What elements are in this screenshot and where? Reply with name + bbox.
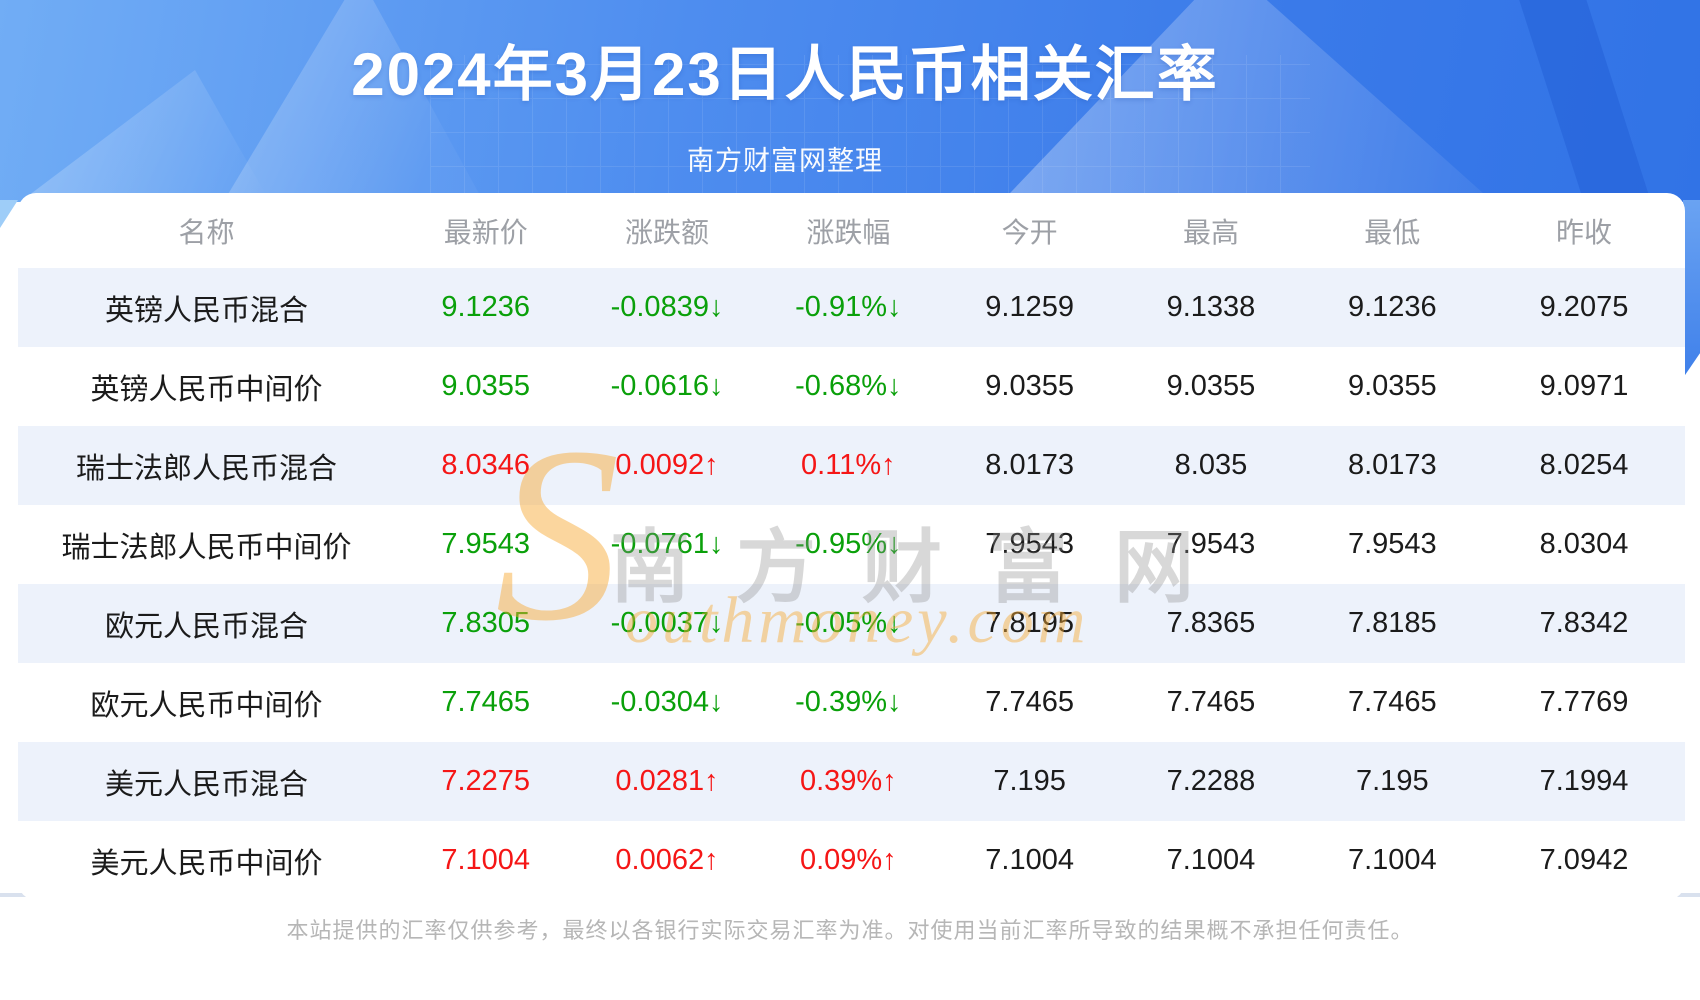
- cell-name: 美元人民币混合: [105, 768, 309, 801]
- cell-change: -0.0616↓: [610, 370, 724, 402]
- cell-change: -0.0839↓: [610, 291, 724, 323]
- cell-high: 7.7465: [1166, 686, 1256, 718]
- column-header-7: 最低: [1364, 216, 1421, 248]
- cell-change: -0.0761↓: [610, 528, 724, 560]
- cell-pct: 0.11%↑: [801, 449, 896, 481]
- cell-name: 瑞士法郎人民币中间价: [61, 531, 352, 564]
- cell-pct: -0.39%↓: [795, 686, 902, 718]
- cell-latest: 9.0355: [441, 370, 531, 402]
- cell-latest: 7.1004: [441, 844, 531, 876]
- cell-latest: 7.2275: [441, 765, 531, 797]
- cell-open: 7.1004: [985, 844, 1074, 876]
- cell-low: 7.7465: [1347, 686, 1437, 718]
- cell-name: 瑞士法郎人民币混合: [76, 452, 338, 485]
- table-header: 名称 最新价 涨跌额 涨跌幅 今开 最高 最低 昨收: [18, 193, 1685, 268]
- cell-prev: 7.0942: [1539, 844, 1629, 876]
- table-row: 欧元人民币中间价 7.7465 -0.0304↓ -0.39%↓ 7.7465 7.746…: [18, 663, 1685, 742]
- cell-pct: -0.91%↓: [795, 291, 902, 323]
- column-header-2: 最新价: [443, 216, 528, 248]
- cell-low: 7.8185: [1347, 607, 1437, 639]
- cell-open: 9.0355: [985, 370, 1074, 402]
- cell-prev: 9.0971: [1539, 370, 1629, 402]
- banner-background: [0, 0, 1700, 202]
- banner-right-extension: [1683, 200, 1700, 378]
- column-header-3: 涨跌额: [625, 216, 710, 248]
- cell-open: 8.0173: [985, 449, 1074, 481]
- cell-prev: 7.8342: [1539, 607, 1629, 639]
- page-subtitle: 南方财富网整理: [687, 146, 883, 176]
- cell-low: 7.195: [1356, 765, 1429, 797]
- banner-text: 2024年3月23日人民币相关汇率 南方财富网整理: [0, 0, 1570, 178]
- cell-open: 9.1259: [985, 291, 1074, 323]
- cell-low: 8.0173: [1347, 449, 1437, 481]
- table-body: 英镑人民币混合 9.1236 -0.0839↓ -0.91%↓ 9.1259 9.1338…: [18, 268, 1685, 900]
- cell-change: 0.0092↑: [615, 449, 719, 481]
- grid-pattern: [430, 55, 1310, 201]
- page-title: 2024年3月23日人民币相关汇率: [351, 41, 1219, 108]
- table-row: 欧元人民币混合 7.8305 -0.0037↓ -0.05%↓ 7.8195 7.8365…: [18, 584, 1685, 663]
- cell-pct: 0.39%↑: [799, 765, 897, 797]
- cell-high: 8.035: [1174, 449, 1248, 481]
- cell-open: 7.9543: [985, 528, 1074, 560]
- cell-name: 欧元人民币混合: [105, 610, 309, 643]
- banner-left-extension: [0, 200, 18, 228]
- cell-change: -0.0304↓: [610, 686, 724, 718]
- cell-pct: -0.95%↓: [795, 528, 902, 560]
- disclaimer-text: 本站提供的汇率仅供参考，最终以各银行实际交易汇率为准。对使用当前汇率所导致的结果…: [286, 918, 1414, 943]
- cell-prev: 7.7769: [1539, 686, 1629, 718]
- cell-pct: -0.05%↓: [795, 607, 902, 639]
- cell-change: 0.0062↑: [615, 844, 719, 876]
- cell-low: 7.1004: [1347, 844, 1437, 876]
- cell-latest: 7.9543: [441, 528, 531, 560]
- cell-prev: 8.0254: [1539, 449, 1629, 481]
- column-header-1: 名称: [178, 216, 235, 248]
- cell-open: 7.7465: [985, 686, 1074, 718]
- table-row: 瑞士法郎人民币中间价 7.9543 -0.0761↓ -0.95%↓ 7.9543 7.9…: [18, 505, 1685, 584]
- cell-low: 9.1236: [1347, 291, 1437, 323]
- cell-high: 9.1338: [1166, 291, 1256, 323]
- cell-low: 9.0355: [1347, 370, 1437, 402]
- cell-prev: 7.1994: [1539, 765, 1629, 797]
- cell-high: 7.8365: [1166, 607, 1256, 639]
- column-header-4: 涨跌幅: [806, 216, 891, 248]
- cell-pct: 0.09%↑: [799, 844, 897, 876]
- table-header-row: 名称 最新价 涨跌额 涨跌幅 今开 最高 最低 昨收: [18, 193, 1685, 268]
- cell-change: -0.0037↓: [610, 607, 724, 639]
- cell-prev: 8.0304: [1539, 528, 1629, 560]
- cell-latest: 7.7465: [441, 686, 531, 718]
- cell-latest: 9.1236: [441, 291, 531, 323]
- column-header-8: 昨收: [1555, 216, 1612, 248]
- cell-name: 英镑人民币中间价: [90, 373, 323, 406]
- cell-name: 欧元人民币中间价: [90, 689, 323, 722]
- cell-name: 英镑人民币混合: [105, 294, 309, 327]
- cell-high: 7.2288: [1166, 765, 1256, 797]
- cell-high: 7.1004: [1166, 844, 1256, 876]
- cell-pct: -0.68%↓: [795, 370, 902, 402]
- table-row: 美元人民币混合 7.2275 0.0281↑ 0.39%↑ 7.195 7.2288 7.1…: [18, 742, 1685, 821]
- cell-prev: 9.2075: [1539, 291, 1629, 323]
- rates-table-card: 名称 最新价 涨跌额 涨跌幅 今开 最高 最低 昨收 英镑人民币混合 9.1236 -0.0839…: [18, 193, 1685, 900]
- cell-latest: 8.0346: [441, 449, 531, 481]
- exchange-rates-table: 名称 最新价 涨跌额 涨跌幅 今开 最高 最低 昨收 英镑人民币混合 9.1236 -0.0839…: [18, 193, 1685, 900]
- column-header-6: 最高: [1182, 216, 1239, 248]
- cell-high: 9.0355: [1166, 370, 1256, 402]
- column-header-5: 今开: [1001, 216, 1058, 248]
- table-row: 英镑人民币中间价 9.0355 -0.0616↓ -0.68%↓ 9.0355 9.035…: [18, 347, 1685, 426]
- table-row: 英镑人民币混合 9.1236 -0.0839↓ -0.91%↓ 9.1259 9.1338…: [18, 268, 1685, 347]
- cell-change: 0.0281↑: [615, 765, 719, 797]
- cell-open: 7.195: [993, 765, 1066, 797]
- cell-low: 7.9543: [1347, 528, 1437, 560]
- cell-name: 美元人民币中间价: [90, 847, 323, 880]
- cell-high: 7.9543: [1166, 528, 1256, 560]
- cell-latest: 7.8305: [441, 607, 531, 639]
- table-row: 瑞士法郎人民币混合 8.0346 0.0092↑ 0.11%↑ 8.0173 8.035 8…: [18, 426, 1685, 505]
- hero-banner: 2024年3月23日人民币相关汇率 南方财富网整理: [0, 0, 1700, 390]
- table-row: 美元人民币中间价 7.1004 0.0062↑ 0.09%↑ 7.1004 7.1004 7…: [18, 821, 1685, 900]
- cell-open: 7.8195: [985, 607, 1074, 639]
